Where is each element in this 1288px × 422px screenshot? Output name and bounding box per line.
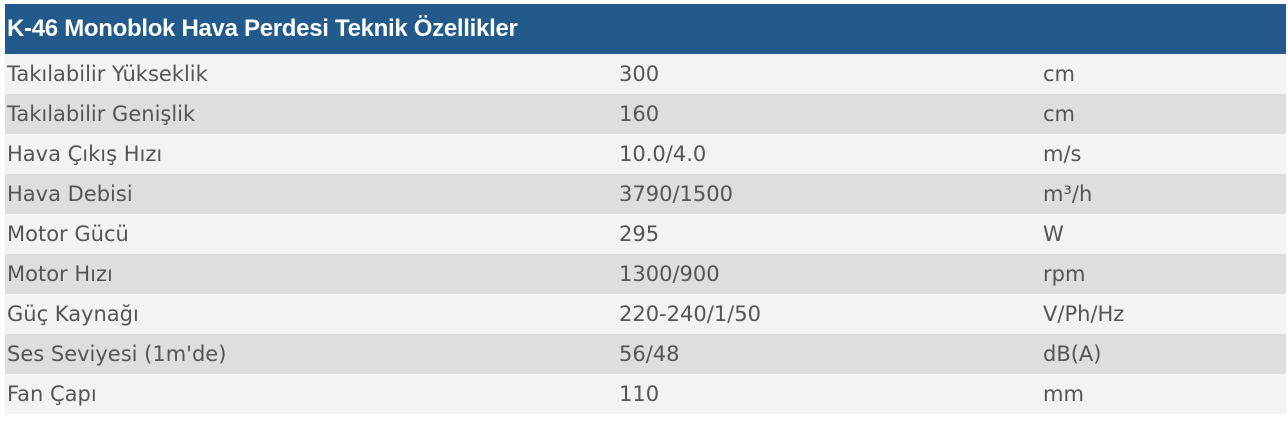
table-row: Hava Çıkış Hızı 10.0/4.0 m/s <box>5 134 1287 174</box>
spec-unit: rpm <box>1041 254 1287 294</box>
spec-unit: mm <box>1041 374 1287 414</box>
spec-unit: W <box>1041 214 1287 254</box>
spec-label: Hava Çıkış Hızı <box>5 134 617 174</box>
spec-value: 1300/900 <box>617 254 1041 294</box>
table-header-row: K-46 Monoblok Hava Perdesi Teknik Özelli… <box>5 4 1287 54</box>
spec-unit: m³/h <box>1041 174 1287 214</box>
spec-table: K-46 Monoblok Hava Perdesi Teknik Özelli… <box>5 4 1287 414</box>
spec-unit: cm <box>1041 54 1287 94</box>
table-row: Hava Debisi 3790/1500 m³/h <box>5 174 1287 214</box>
table-row: Takılabilir Genişlik 160 cm <box>5 94 1287 134</box>
spec-value: 10.0/4.0 <box>617 134 1041 174</box>
spec-unit: m/s <box>1041 134 1287 174</box>
spec-unit: cm <box>1041 94 1287 134</box>
spec-value: 295 <box>617 214 1041 254</box>
spec-label: Motor Gücü <box>5 214 617 254</box>
spec-label: Ses Seviyesi (1m'de) <box>5 334 617 374</box>
table-row: Güç Kaynağı 220-240/1/50 V/Ph/Hz <box>5 294 1287 334</box>
spec-value: 110 <box>617 374 1041 414</box>
spec-value: 56/48 <box>617 334 1041 374</box>
spec-label: Hava Debisi <box>5 174 617 214</box>
spec-unit: dB(A) <box>1041 334 1287 374</box>
spec-label: Takılabilir Yükseklik <box>5 54 617 94</box>
table-row: Motor Hızı 1300/900 rpm <box>5 254 1287 294</box>
table-row: Motor Gücü 295 W <box>5 214 1287 254</box>
spec-value: 220-240/1/50 <box>617 294 1041 334</box>
table-title: K-46 Monoblok Hava Perdesi Teknik Özelli… <box>5 4 1287 54</box>
table-row: Ses Seviyesi (1m'de) 56/48 dB(A) <box>5 334 1287 374</box>
spec-label: Takılabilir Genişlik <box>5 94 617 134</box>
table-row: Takılabilir Yükseklik 300 cm <box>5 54 1287 94</box>
spec-value: 300 <box>617 54 1041 94</box>
spec-value: 3790/1500 <box>617 174 1041 214</box>
spec-label: Güç Kaynağı <box>5 294 617 334</box>
spec-unit: V/Ph/Hz <box>1041 294 1287 334</box>
spec-value: 160 <box>617 94 1041 134</box>
table-row: Fan Çapı 110 mm <box>5 374 1287 414</box>
spec-label: Fan Çapı <box>5 374 617 414</box>
spec-label: Motor Hızı <box>5 254 617 294</box>
